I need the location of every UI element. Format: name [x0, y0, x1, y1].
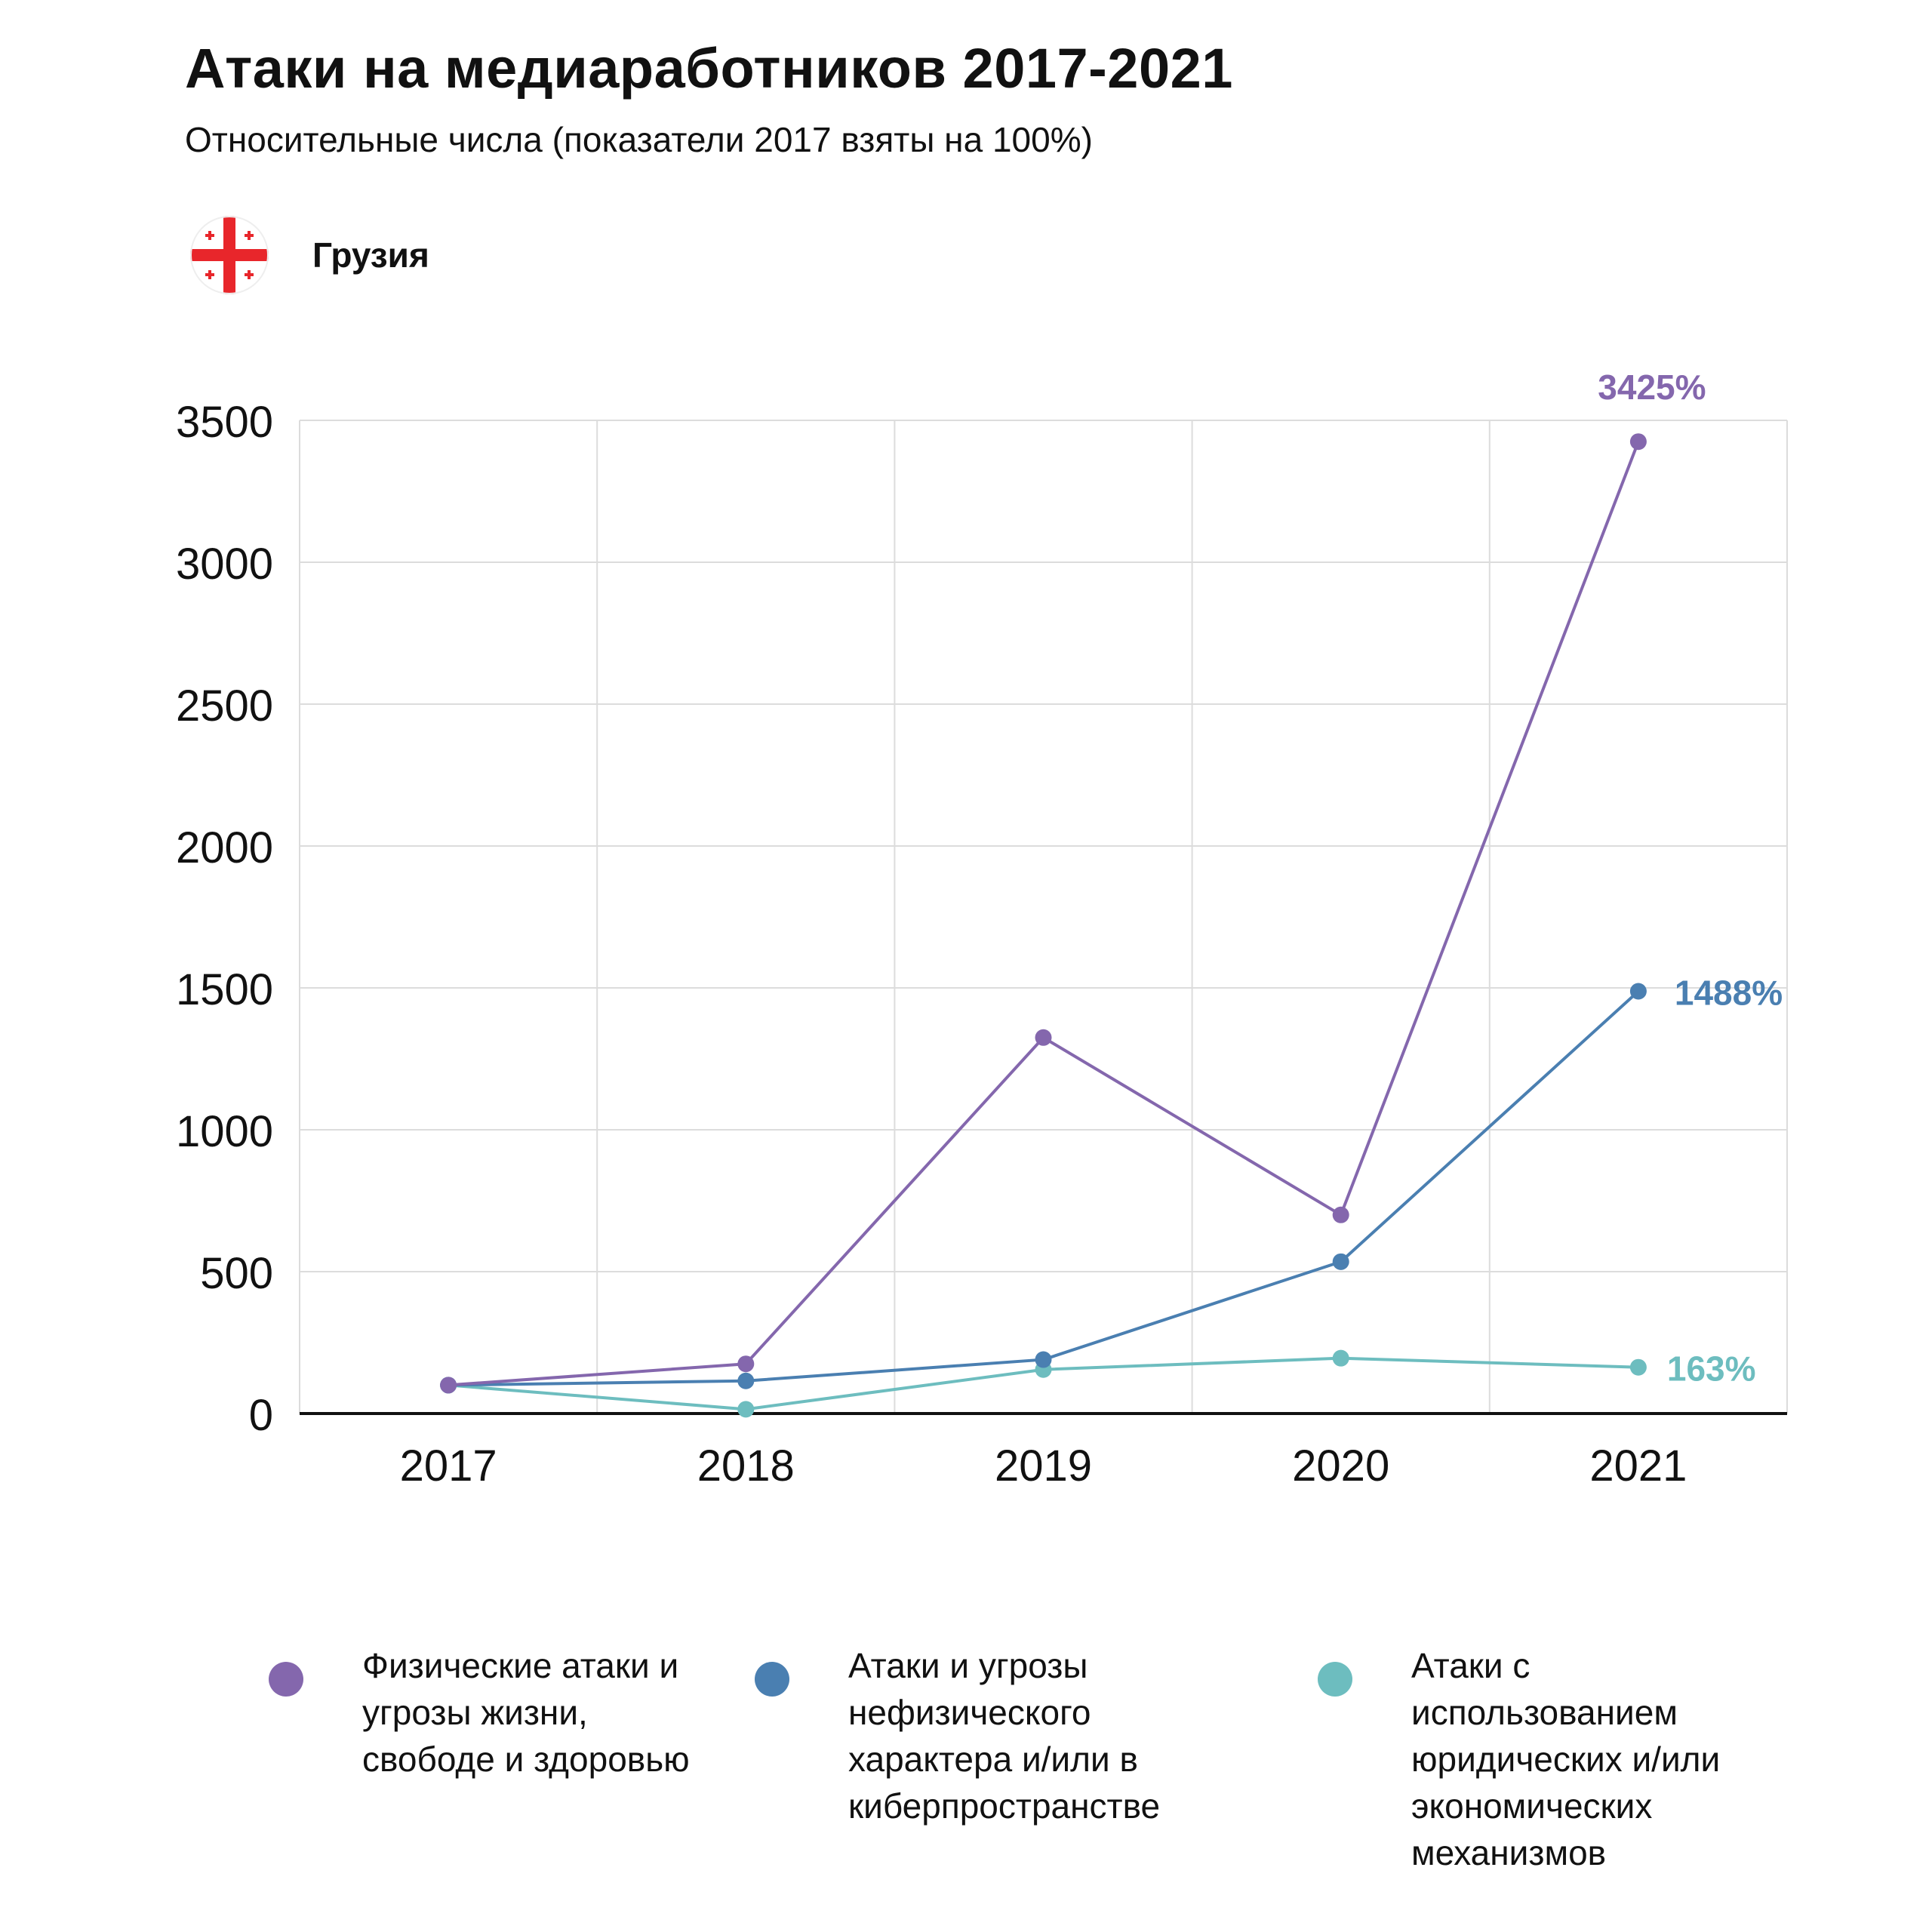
- data-point: [440, 1377, 457, 1394]
- legend-label: Атаки с использованием юридических и/или…: [1411, 1646, 1721, 1872]
- y-tick-label: 3000: [176, 540, 273, 589]
- georgia-flag-icon: [190, 216, 269, 294]
- y-tick-label: 0: [249, 1391, 273, 1440]
- data-point: [1629, 1358, 1647, 1376]
- data-point: [1035, 1029, 1052, 1046]
- data-label: 1488%: [1675, 974, 1783, 1013]
- y-tick-label: 500: [200, 1249, 273, 1298]
- legend-item: Атаки с использованием юридических и/или…: [1318, 1642, 1804, 1876]
- y-tick-label: 1500: [176, 965, 273, 1014]
- legend-swatch: [755, 1662, 789, 1697]
- data-point: [1332, 1253, 1349, 1270]
- data-point: [1035, 1351, 1052, 1368]
- data-point: [1332, 1349, 1349, 1367]
- data-point: [1629, 433, 1647, 451]
- chart-title: Атаки на медиаработников 2017-2021: [185, 37, 1233, 100]
- data-point: [1629, 983, 1647, 1000]
- country-label: Грузия: [312, 235, 429, 275]
- x-tick-label: 2021: [1589, 1441, 1687, 1491]
- series-line: [447, 440, 1640, 1387]
- data-point: [737, 1372, 755, 1389]
- x-tick-label: 2020: [1292, 1441, 1389, 1491]
- y-tick-label: 1000: [176, 1107, 273, 1156]
- data-label: 163%: [1667, 1349, 1756, 1389]
- legend-label: Атаки и угрозы нефизического характера и…: [848, 1646, 1161, 1826]
- legend-swatch: [269, 1662, 303, 1697]
- data-point: [1332, 1206, 1349, 1223]
- legend-swatch: [1318, 1662, 1352, 1697]
- x-tick-label: 2017: [400, 1441, 497, 1491]
- line-chart: 0 500 1000 1500 2000 2500 3000 3500 2017 2018 2019…: [176, 368, 1788, 1491]
- series-line: [447, 989, 1640, 1387]
- x-tick-label: 2018: [697, 1441, 795, 1491]
- legend-item: Атаки и угрозы нефизического характера и…: [755, 1642, 1241, 1829]
- legend-label: Физические атаки и угрозы жизни, свободе…: [362, 1646, 690, 1779]
- y-tick-label: 2000: [176, 823, 273, 872]
- data-point: [737, 1355, 755, 1373]
- data-point: [737, 1401, 755, 1418]
- chart-legend: Физические атаки и угрозы жизни, свободе…: [0, 1642, 1932, 1891]
- chart-subtitle: Относительные числа (показатели 2017 взя…: [185, 120, 1093, 159]
- y-tick-label: 2500: [176, 681, 273, 731]
- y-tick-label: 3500: [176, 398, 273, 447]
- country-tag: Грузия: [190, 216, 429, 294]
- data-label: 3425%: [1598, 368, 1706, 407]
- x-tick-label: 2019: [995, 1441, 1092, 1491]
- legend-item: Физические атаки и угрозы жизни, свободе…: [269, 1642, 694, 1783]
